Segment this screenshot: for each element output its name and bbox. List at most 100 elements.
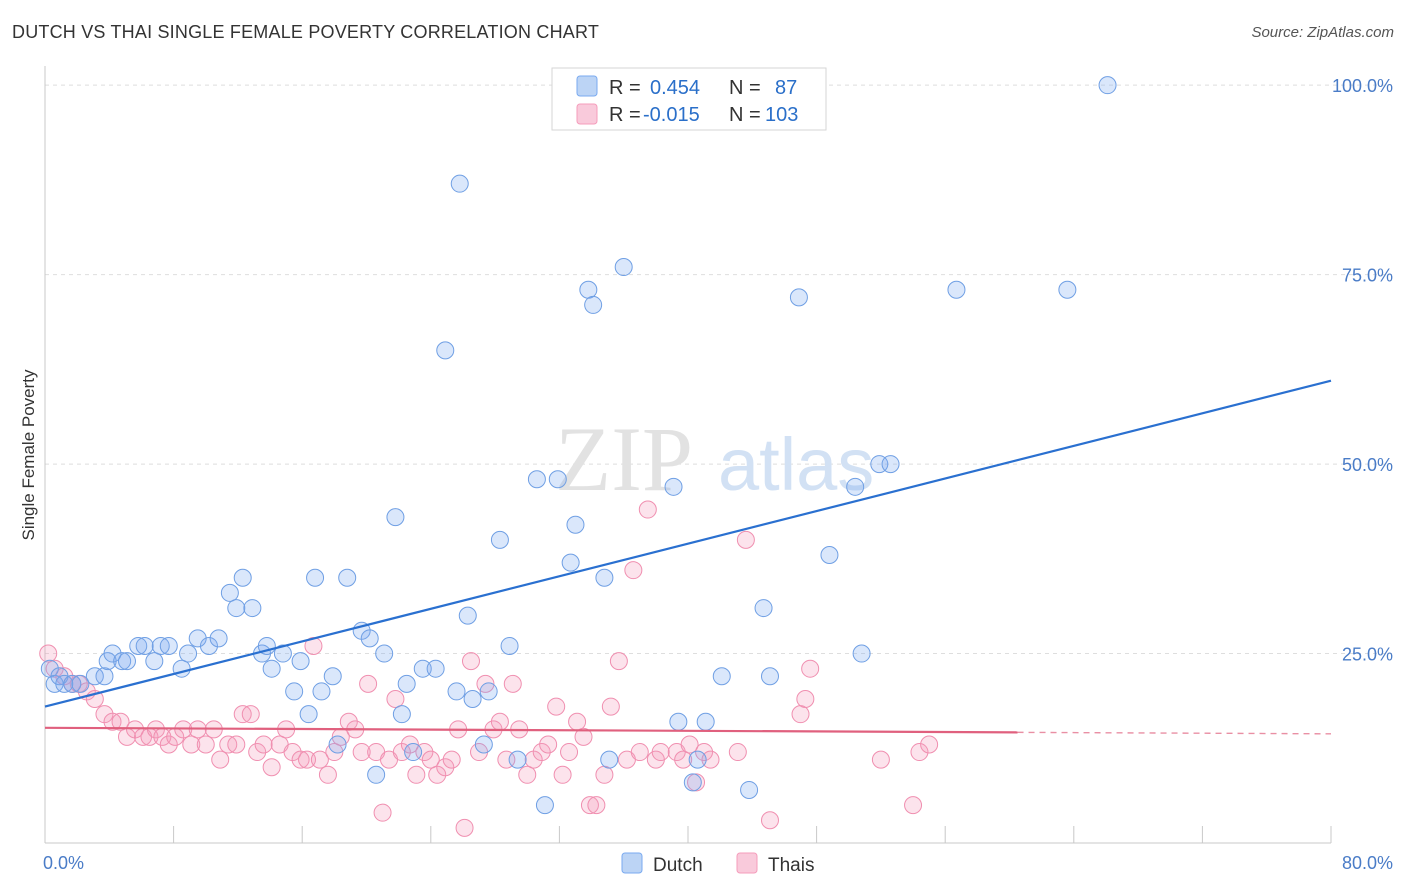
dutch-points — [40, 76, 1117, 815]
thais-point — [182, 735, 201, 754]
legend-n-label-thais: N = — [729, 104, 761, 126]
chart-title: DUTCH VS THAI SINGLE FEMALE POVERTY CORR… — [12, 22, 600, 42]
bottom-legend-label-thais: Thais — [768, 855, 814, 876]
axes — [44, 66, 1332, 844]
dutch-point — [338, 568, 357, 587]
legend-r-value-thais: -0.015 — [643, 104, 700, 126]
thais-point — [248, 743, 267, 762]
legend-n-label-dutch: N = — [729, 77, 761, 99]
dutch-point — [328, 735, 347, 754]
dutch-point — [447, 682, 466, 701]
y-tick-label-1: 50.0% — [1342, 455, 1393, 475]
dutch-point — [561, 553, 580, 572]
dutch-point — [209, 629, 228, 648]
x-tick-label-1: 80.0% — [1342, 853, 1393, 873]
dutch-point — [172, 659, 191, 678]
dutch-point — [820, 546, 839, 565]
dutch-point — [386, 508, 405, 527]
thais-point — [674, 750, 693, 769]
dutch-point — [450, 174, 469, 193]
thais-point — [196, 735, 215, 754]
thais-point — [518, 765, 537, 784]
thais-point — [359, 674, 378, 693]
thais-point — [539, 735, 558, 754]
thais-point — [442, 750, 461, 769]
dutch-point — [179, 644, 198, 663]
dutch-point — [323, 667, 342, 686]
thais-point — [595, 765, 614, 784]
watermark-zip: ZIP — [555, 408, 693, 510]
thais-trend-line — [44, 726, 1018, 734]
thais-point — [39, 644, 58, 663]
thais-point — [791, 705, 810, 724]
dutch-point — [436, 341, 455, 360]
dutch-trend-line — [44, 379, 1332, 708]
dutch-point — [566, 515, 585, 534]
thais-point — [310, 750, 329, 769]
dutch-point — [360, 629, 379, 648]
thais-point — [801, 659, 820, 678]
thais-point — [568, 712, 587, 731]
thais-point — [680, 735, 699, 754]
dutch-point — [712, 667, 731, 686]
dutch-point — [669, 712, 688, 731]
dutch-point — [579, 280, 598, 299]
dutch-point — [535, 796, 554, 815]
dutch-point — [306, 568, 325, 587]
dutch-point — [947, 280, 966, 299]
thais-point — [241, 705, 260, 724]
dutch-point — [490, 530, 509, 549]
thais-point — [574, 727, 593, 746]
y-axis-label: Single Female Poverty — [19, 369, 38, 541]
dutch-point — [789, 288, 808, 307]
dutch-point — [508, 750, 527, 769]
dutch-point — [474, 735, 493, 754]
dutch-point — [71, 674, 90, 693]
thais-point — [871, 750, 890, 769]
bottom-legend: Dutch Thais — [621, 852, 814, 876]
thais-point — [254, 735, 273, 754]
dutch-point — [397, 674, 416, 693]
legend-swatch-dutch — [576, 75, 598, 97]
thais-point — [373, 803, 392, 822]
thais-point — [695, 743, 714, 762]
dutch-point — [463, 690, 482, 709]
dutch-point — [846, 477, 865, 496]
watermark: ZIP atlas — [555, 408, 874, 510]
thais-point — [532, 743, 551, 762]
dutch-point — [243, 599, 262, 618]
dutch-point — [584, 295, 603, 314]
dutch-point — [227, 599, 246, 618]
thais-point — [728, 743, 747, 762]
dutch-point — [458, 606, 477, 625]
thais-point — [910, 743, 929, 762]
thais-point — [262, 758, 281, 777]
dutch-point — [696, 712, 715, 731]
thais-point — [736, 530, 755, 549]
thais-point — [407, 765, 426, 784]
dutch-point — [103, 644, 122, 663]
thais-point — [609, 652, 628, 671]
thais-point — [421, 750, 440, 769]
dutch-point — [740, 780, 759, 799]
dutch-point — [367, 765, 386, 784]
dutch-point — [113, 652, 132, 671]
thais-point — [318, 765, 337, 784]
thais-point — [386, 690, 405, 709]
legend-r-label-dutch: R = — [609, 77, 641, 99]
thais-point — [920, 735, 939, 754]
thais-point — [211, 750, 230, 769]
dutch-point — [199, 636, 218, 655]
thais-point — [560, 743, 579, 762]
dutch-point — [500, 636, 519, 655]
thais-point — [227, 735, 246, 754]
thais-point — [503, 674, 522, 693]
thais-point — [624, 561, 643, 580]
trend-lines — [44, 379, 1332, 735]
thais-point — [904, 796, 923, 815]
dutch-point — [145, 652, 164, 671]
dutch-point — [135, 636, 154, 655]
source-label: Source: ZipAtlas.com — [1251, 24, 1394, 41]
thais-point — [461, 652, 480, 671]
